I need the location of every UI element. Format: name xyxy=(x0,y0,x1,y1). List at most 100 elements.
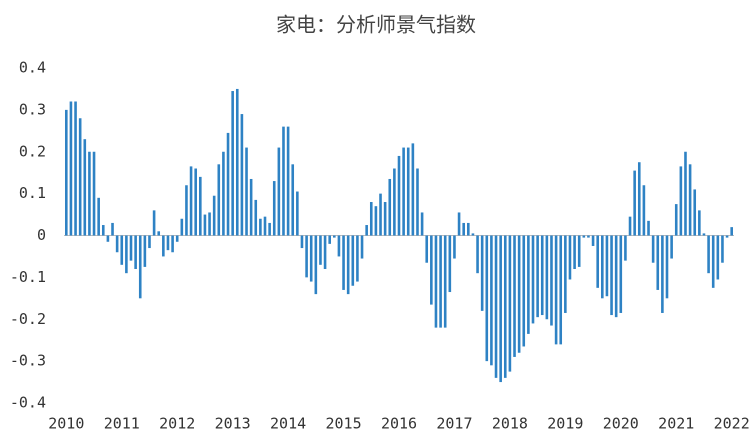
x-tick-label: 2012 xyxy=(159,415,195,433)
bar xyxy=(591,235,595,246)
bar xyxy=(564,235,567,313)
bar xyxy=(199,176,202,236)
bar xyxy=(319,235,322,265)
bar xyxy=(425,235,429,263)
bar xyxy=(222,151,225,236)
bar xyxy=(457,212,461,236)
bar xyxy=(522,235,526,347)
bar xyxy=(647,220,650,236)
bar xyxy=(587,235,590,238)
bar xyxy=(194,168,197,236)
bar xyxy=(725,235,729,238)
bar xyxy=(120,235,124,265)
bar xyxy=(268,222,271,236)
bar xyxy=(185,185,188,236)
x-tick-label: 2013 xyxy=(215,415,251,433)
x-tick-label: 2014 xyxy=(270,415,306,433)
bar xyxy=(162,235,165,257)
bar xyxy=(642,185,646,236)
bar xyxy=(730,227,733,236)
bar xyxy=(702,233,706,236)
y-tick-label: -0.2 xyxy=(10,310,46,328)
bar xyxy=(637,162,641,236)
bar xyxy=(92,151,96,236)
bar xyxy=(356,235,359,282)
bar xyxy=(568,235,572,280)
bar xyxy=(305,235,308,278)
bar xyxy=(453,235,456,259)
bar xyxy=(485,235,489,362)
y-tick-label: 0 xyxy=(37,226,46,244)
bar xyxy=(83,139,87,236)
bar xyxy=(78,118,82,236)
bar xyxy=(65,109,68,236)
bar xyxy=(527,235,530,334)
bar xyxy=(88,151,91,236)
bar xyxy=(143,235,147,267)
bar xyxy=(476,235,479,274)
bar xyxy=(711,235,715,288)
bar xyxy=(106,235,110,242)
bar xyxy=(494,235,498,378)
bar xyxy=(471,233,475,236)
bar xyxy=(259,218,262,236)
bar xyxy=(633,170,636,236)
bar xyxy=(69,101,73,236)
y-tick-label: -0.4 xyxy=(10,394,46,412)
bar xyxy=(101,225,105,236)
bar xyxy=(323,235,327,269)
bar xyxy=(499,235,502,383)
bar xyxy=(383,202,387,236)
bar xyxy=(480,235,484,311)
bar xyxy=(379,193,382,236)
x-tick-label: 2015 xyxy=(325,415,361,433)
bar xyxy=(402,147,405,236)
bar xyxy=(208,212,211,236)
bar xyxy=(554,235,558,345)
bar xyxy=(235,88,239,236)
bar xyxy=(674,204,678,236)
bar xyxy=(656,235,660,290)
bar xyxy=(337,235,341,257)
bar xyxy=(490,235,493,366)
bar xyxy=(508,235,512,372)
x-tick-label: 2010 xyxy=(48,415,84,433)
bar xyxy=(203,214,207,236)
bar xyxy=(342,235,345,290)
bar xyxy=(462,222,465,236)
bar xyxy=(582,235,586,238)
bar xyxy=(175,235,179,242)
bar xyxy=(628,216,632,236)
bar xyxy=(309,235,313,282)
bar xyxy=(263,216,267,236)
bar xyxy=(430,235,433,305)
bar xyxy=(693,189,697,236)
bar xyxy=(148,235,151,249)
bar xyxy=(610,235,613,316)
bar xyxy=(388,178,392,236)
y-tick-label: 0.2 xyxy=(19,142,46,160)
bar xyxy=(406,147,410,236)
y-tick-label: 0.3 xyxy=(19,100,46,118)
bar xyxy=(698,210,701,236)
bar xyxy=(111,222,114,236)
bar xyxy=(129,235,133,261)
x-tick-label: 2021 xyxy=(658,415,694,433)
bar xyxy=(614,235,618,318)
bar xyxy=(314,235,318,295)
bar xyxy=(374,206,378,236)
bar xyxy=(679,166,683,236)
bar xyxy=(74,101,77,236)
bar xyxy=(282,126,285,236)
bar xyxy=(365,225,368,236)
bar xyxy=(296,191,299,236)
bar xyxy=(166,235,170,251)
bar xyxy=(231,91,234,236)
bar xyxy=(97,197,100,236)
bar xyxy=(189,166,193,236)
bar xyxy=(360,235,364,259)
bar xyxy=(226,132,230,236)
y-tick-label: 0.1 xyxy=(19,184,46,202)
bar xyxy=(624,235,627,261)
